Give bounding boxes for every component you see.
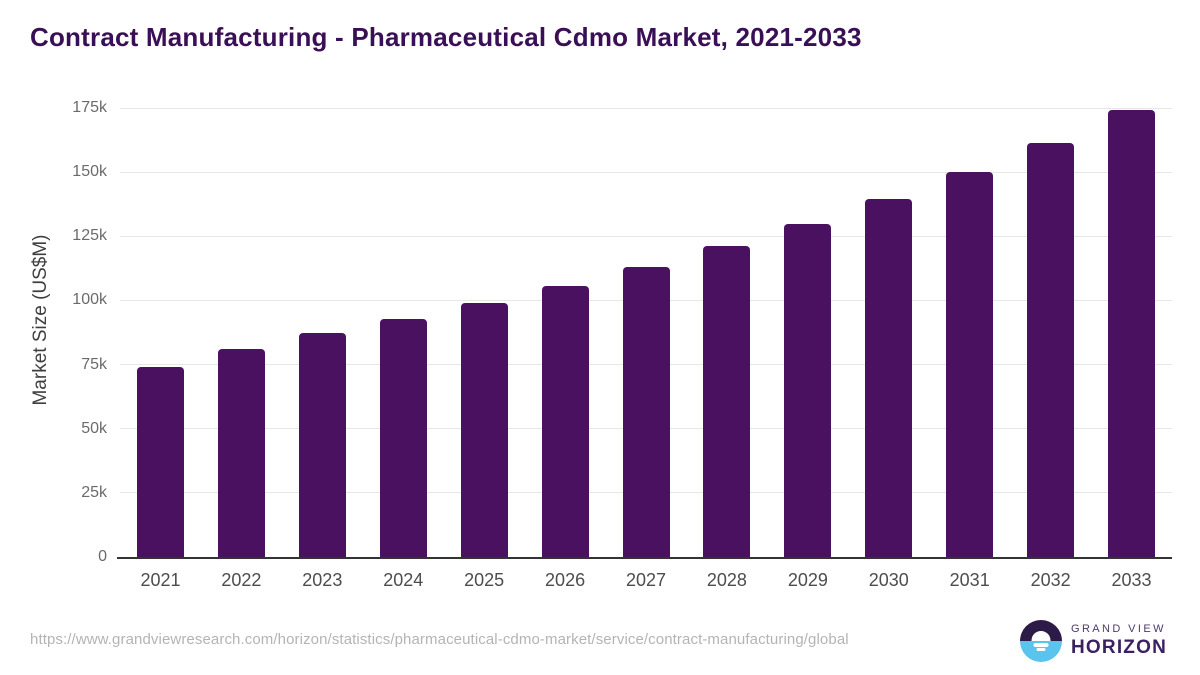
x-axis-line	[117, 557, 1172, 559]
bar-2027[interactable]	[622, 266, 670, 557]
logo-product-name: HORIZON	[1071, 637, 1168, 658]
y-tick-75k: 75k	[81, 355, 107, 373]
sun-reflection-stripe	[1033, 643, 1049, 647]
x-tick-2022: 2022	[221, 570, 262, 590]
bar-2028[interactable]	[703, 245, 751, 557]
y-tick-175k: 175k	[72, 99, 107, 116]
bar-2032[interactable]	[1027, 142, 1075, 557]
x-tick-2030: 2030	[868, 570, 909, 590]
x-tick-2033: 2033	[1111, 570, 1152, 590]
bar-2029[interactable]	[784, 223, 832, 557]
grand-view-horizon-logo: GRAND VIEW HORIZON	[1020, 620, 1167, 662]
x-tick-2032: 2032	[1030, 570, 1071, 590]
x-tick-2029: 2029	[787, 570, 828, 590]
source-url: https://www.grandviewresearch.com/horizo…	[30, 631, 849, 648]
y-tick-25k: 25k	[81, 483, 107, 501]
x-tick-2025: 2025	[464, 570, 505, 590]
logo-brand-name: GRAND VIEW	[1071, 623, 1166, 635]
gridline-125k	[120, 235, 1172, 237]
bar-2031[interactable]	[946, 171, 994, 557]
y-axis-title: Market Size (US$M)	[30, 234, 51, 406]
bar-2022[interactable]	[217, 349, 265, 557]
bar-2033[interactable]	[1108, 110, 1156, 557]
bar-2021[interactable]	[136, 367, 184, 557]
y-tick-0: 0	[98, 548, 107, 565]
plot-area: 0 25k 50k 75k 100k 125k 150k 175k 2021 2022 2023 2…	[72, 99, 1172, 590]
bar-2030[interactable]	[865, 199, 913, 557]
bar-2026[interactable]	[541, 286, 589, 557]
horizon-logo-icon	[1020, 620, 1062, 662]
y-tick-150k: 150k	[72, 163, 107, 181]
y-tick-125k: 125k	[72, 227, 107, 245]
gridline-175k	[120, 107, 1172, 109]
x-tick-2021: 2021	[140, 570, 181, 590]
gridline-150k	[120, 171, 1172, 173]
logo-text: GRAND VIEW HORIZON	[1071, 623, 1167, 659]
x-tick-2027: 2027	[625, 570, 667, 590]
y-tick-50k: 50k	[81, 419, 107, 437]
x-tick-2028: 2028	[706, 570, 747, 590]
sun-reflection-stripe	[1036, 647, 1046, 652]
bar-2024[interactable]	[379, 319, 427, 557]
x-tick-2026: 2026	[545, 570, 586, 590]
x-tick-2023: 2023	[302, 570, 343, 590]
y-tick-100k: 100k	[72, 291, 107, 309]
chart-title: Contract Manufacturing - Pharmaceutical …	[30, 22, 862, 52]
bar-2023[interactable]	[298, 333, 346, 557]
x-tick-2024: 2024	[383, 570, 424, 590]
sun-icon	[1031, 631, 1051, 641]
x-tick-2031: 2031	[949, 570, 990, 590]
bar-2025[interactable]	[460, 302, 508, 557]
